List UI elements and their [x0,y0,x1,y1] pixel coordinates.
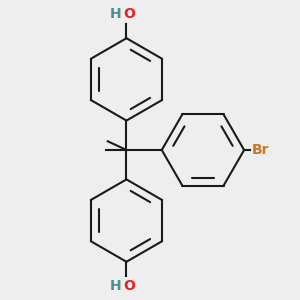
Text: Br: Br [251,143,269,157]
Text: H: H [110,7,121,21]
Text: O: O [124,7,135,21]
Text: O: O [124,279,135,293]
Text: H: H [110,279,121,293]
